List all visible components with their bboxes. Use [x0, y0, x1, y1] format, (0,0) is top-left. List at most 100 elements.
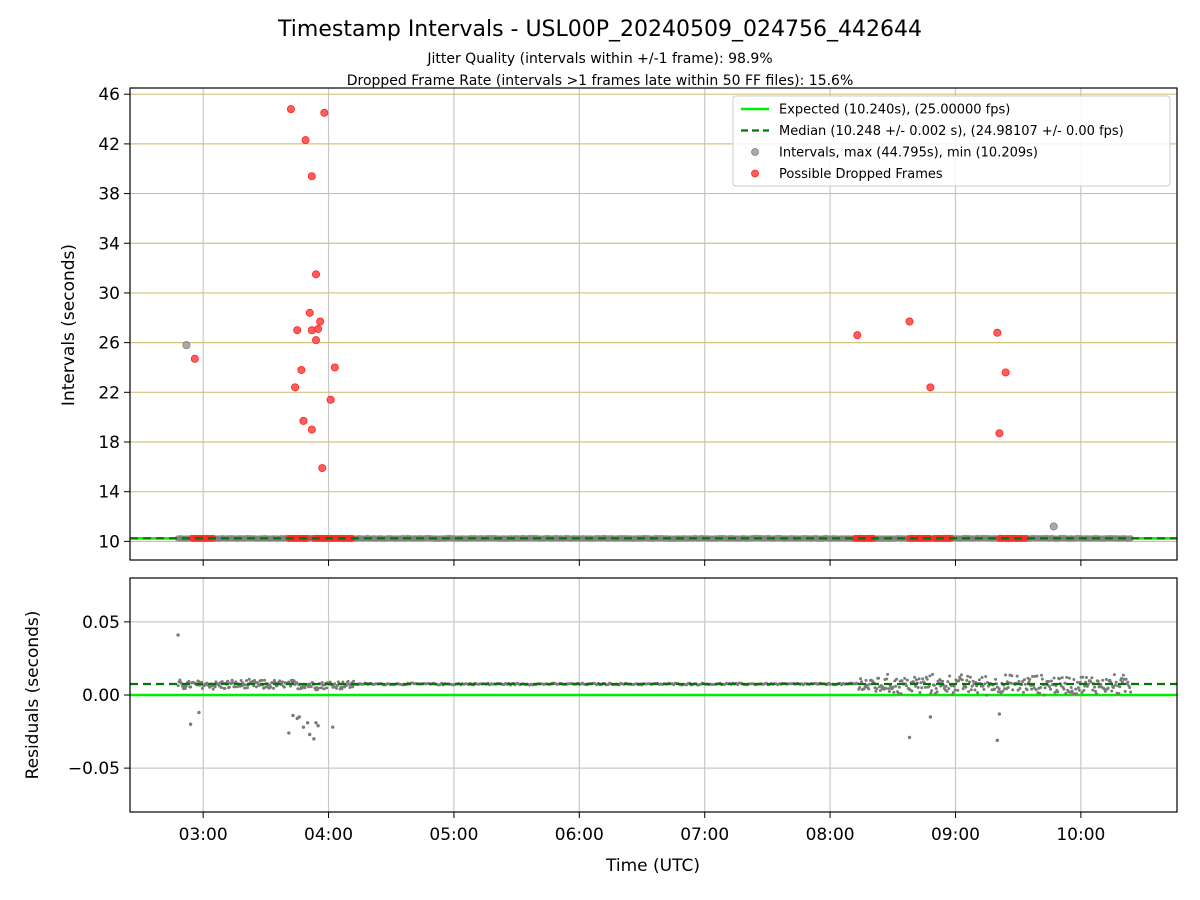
residual-point	[1038, 691, 1042, 695]
residual-point	[980, 676, 984, 679]
residual-outlier-point	[316, 724, 320, 728]
residual-point	[278, 679, 282, 683]
residual-point	[1070, 689, 1074, 693]
top-y-tick-label: 46	[98, 85, 120, 105]
residual-point	[914, 684, 917, 688]
residual-point	[243, 686, 247, 690]
residual-point	[1049, 687, 1052, 691]
residual-point	[934, 687, 938, 691]
residual-point	[920, 686, 924, 690]
residual-point	[1085, 684, 1089, 688]
residual-point	[296, 687, 300, 691]
residual-point	[322, 687, 326, 691]
top-y-tick-label: 30	[98, 284, 120, 304]
residual-point	[230, 678, 234, 682]
top-y-tick-label: 10	[98, 532, 120, 552]
chart-title: Timestamp Intervals - USL00P_20240509_02…	[277, 17, 922, 42]
residual-point	[254, 685, 258, 689]
residual-point	[914, 678, 918, 682]
residual-point	[1043, 686, 1047, 690]
dropped-frame-point	[301, 136, 310, 145]
residual-point	[1101, 678, 1105, 682]
residual-outlier-point	[928, 715, 933, 719]
residual-point	[1053, 691, 1057, 694]
residual-point	[968, 675, 972, 679]
residual-point	[923, 685, 927, 689]
residual-outlier-point	[287, 731, 291, 735]
dropped-frame-point	[905, 317, 914, 326]
dropped-frame-point	[316, 317, 325, 326]
dropped-frame-point	[286, 105, 295, 114]
residual-point	[227, 685, 231, 689]
residual-point	[1094, 692, 1098, 696]
residual-outlier-point	[291, 713, 295, 718]
dropped-frame-point	[314, 324, 323, 333]
residual-point	[1112, 686, 1115, 689]
residual-point	[981, 684, 985, 688]
residual-point	[1035, 674, 1039, 678]
residual-point	[892, 690, 896, 694]
residual-point	[1025, 688, 1029, 692]
residual-point	[1077, 688, 1081, 692]
residual-point	[946, 680, 950, 684]
dropped-frame-point	[190, 354, 199, 363]
residual-point	[997, 687, 1001, 691]
residual-point	[303, 686, 307, 690]
dropped-frame-point	[305, 308, 314, 317]
residual-point	[1118, 685, 1122, 689]
residual-point	[913, 675, 917, 679]
residual-point	[867, 687, 871, 691]
residual-point	[884, 686, 888, 690]
residual-point	[1081, 675, 1085, 679]
dropped-frame-point	[307, 425, 316, 434]
residual-point	[341, 680, 345, 684]
dropped-frame-point	[995, 429, 1004, 438]
x-tick-label: 03:00	[179, 825, 228, 845]
dropped-frame-point	[311, 336, 320, 345]
x-tick-label: 07:00	[680, 825, 729, 845]
residual-point	[1058, 677, 1061, 681]
residual-point	[951, 691, 955, 694]
residual-point	[900, 679, 904, 683]
residual-point	[1030, 687, 1034, 691]
residual-point	[1011, 688, 1015, 692]
dropped-frame-point	[297, 365, 306, 374]
bottom-plot-frame	[129, 577, 1178, 813]
residual-point	[1069, 686, 1073, 689]
top-plot-area	[130, 105, 1177, 542]
residual-point	[894, 684, 898, 688]
residual-point	[983, 682, 987, 686]
residual-point	[927, 684, 931, 688]
residual-outlier-point	[176, 633, 180, 637]
residual-point	[965, 678, 969, 682]
residual-point	[919, 681, 923, 685]
residual-point	[1085, 676, 1088, 679]
residual-point	[957, 679, 961, 683]
residual-point	[1120, 676, 1124, 680]
residual-point	[896, 691, 900, 695]
residual-point	[938, 678, 942, 681]
residual-point	[1028, 677, 1032, 681]
residual-point	[197, 680, 201, 684]
residual-point	[1080, 691, 1084, 694]
residual-point	[903, 676, 907, 680]
top-y-tick-label: 42	[98, 135, 120, 155]
x-tick-label: 04:00	[304, 825, 353, 845]
residual-point	[1031, 675, 1034, 678]
residual-point	[328, 680, 332, 684]
residual-point	[1114, 680, 1118, 684]
residual-point	[331, 685, 335, 689]
residual-point	[1067, 676, 1071, 680]
residual-outlier-point	[297, 715, 301, 719]
x-tick-label: 09:00	[931, 825, 980, 845]
residual-point	[887, 690, 891, 693]
residual-point	[910, 689, 914, 693]
residual-point	[899, 692, 903, 696]
residual-point	[189, 685, 193, 689]
bottom-y-tick-label: 0.00	[82, 686, 120, 706]
residual-point	[269, 685, 273, 689]
residual-outlier-point	[331, 725, 335, 729]
dropped-frame-point	[1001, 368, 1010, 377]
residual-point	[941, 679, 944, 683]
